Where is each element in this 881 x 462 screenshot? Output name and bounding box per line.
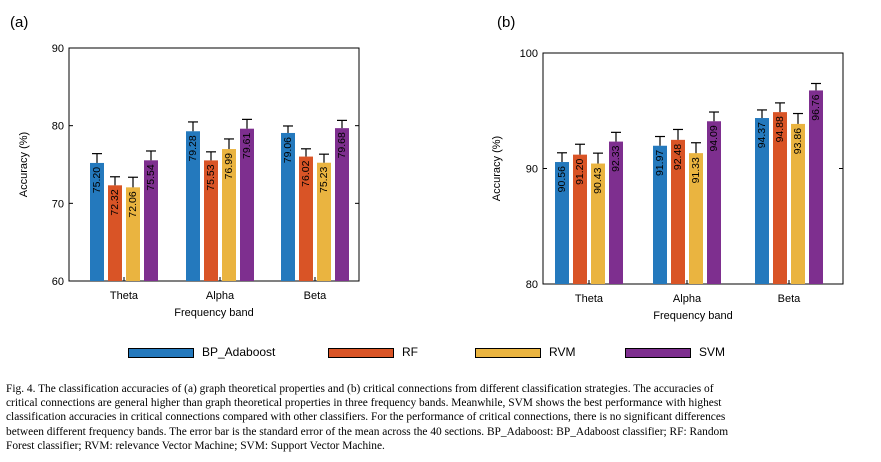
figure-caption: Fig. 4. The classification accuracies of… [6,382,876,453]
panel-label: (b) [497,14,515,31]
legend-label-rvm: RVM [549,345,576,359]
bar [240,128,254,281]
data-label: 96.76 [810,94,822,120]
bar [707,121,721,284]
bar [281,132,295,281]
data-label: 93.86 [792,128,804,154]
data-label: 75.20 [91,167,103,193]
bar [317,162,331,281]
caption-line: Fig. 4. The classification accuracies of… [6,383,714,395]
x-tick-label: Theta [575,293,604,305]
y-tick-label: 70 [52,198,64,210]
data-label: 92.33 [610,145,622,171]
bar [671,139,685,284]
data-label: 91.97 [654,150,666,176]
bar [126,187,140,281]
bar [555,162,569,284]
caption-line: classification accuracies in critical co… [6,411,726,424]
bar [591,163,605,284]
bar [609,141,623,284]
legend-swatch-rf [328,348,394,358]
caption-line: between different frequency bands. The e… [6,425,729,438]
data-label: 94.88 [774,116,786,142]
bar [222,149,236,281]
data-label: 92.48 [672,144,684,170]
bar [689,153,703,284]
data-label: 79.61 [241,133,253,159]
data-label: 90.43 [592,167,604,193]
y-tick-label: 90 [52,43,64,55]
data-label: 72.06 [127,191,139,217]
x-tick-label: Alpha [673,293,702,305]
y-tick-label: 80 [526,279,538,291]
bar [773,112,787,284]
caption-line: Forest classifier; RVM: relevance Vector… [6,439,385,452]
x-tick-label: Beta [778,293,802,305]
data-label: 91.20 [574,158,586,184]
bar [144,160,158,281]
panel-label: (a) [10,14,28,31]
data-label: 76.99 [223,153,235,179]
data-label: 75.23 [318,167,330,193]
x-tick-label: Alpha [206,290,235,302]
legend-label-rf: RF [402,345,418,359]
y-axis-label: Accuracy (%) [491,136,503,201]
bar [791,123,805,285]
bar [108,185,122,281]
caption-line: critical connections are general higher … [6,397,722,410]
legend-swatch-svm [625,348,691,358]
bar [653,145,667,284]
y-tick-label: 100 [520,48,538,60]
legend-label-bp-adaboost: BP_Adaboost [202,345,276,359]
data-label: 79.68 [336,132,348,158]
data-label: 76.02 [300,160,312,186]
data-label: 94.37 [756,122,768,148]
data-label: 79.06 [282,137,294,163]
y-tick-label: 60 [52,276,64,288]
bar [299,156,313,281]
x-axis-label: Frequency band [653,310,733,322]
bar [204,160,218,281]
data-label: 72.32 [109,189,121,215]
data-label: 90.56 [556,166,568,192]
y-axis-label: Accuracy (%) [18,132,30,197]
legend-label-svm: SVM [699,345,726,359]
data-label: 75.53 [205,164,217,190]
legend: BP_Adaboost RF RVM SVM [0,344,881,364]
x-axis-label: Frequency band [174,307,254,319]
y-tick-label: 80 [52,121,64,133]
data-label: 91.33 [690,157,702,183]
bar [809,90,823,284]
bar [335,128,349,281]
charts-canvas: (a) 60 70 80 90 Accuracy (%) Frequency band The… [10,14,844,322]
x-tick-label: Theta [110,290,139,302]
legend-swatch-bp-adaboost [128,348,194,358]
bar [755,118,769,285]
bar [90,162,104,281]
legend-swatch-rvm [475,348,541,358]
y-tick-label: 90 [526,164,538,176]
data-label: 94.09 [708,125,720,151]
data-label: 79.28 [187,135,199,161]
bar [573,154,587,284]
data-label: 75.54 [145,164,157,190]
bar [186,131,200,281]
x-tick-label: Beta [304,290,328,302]
